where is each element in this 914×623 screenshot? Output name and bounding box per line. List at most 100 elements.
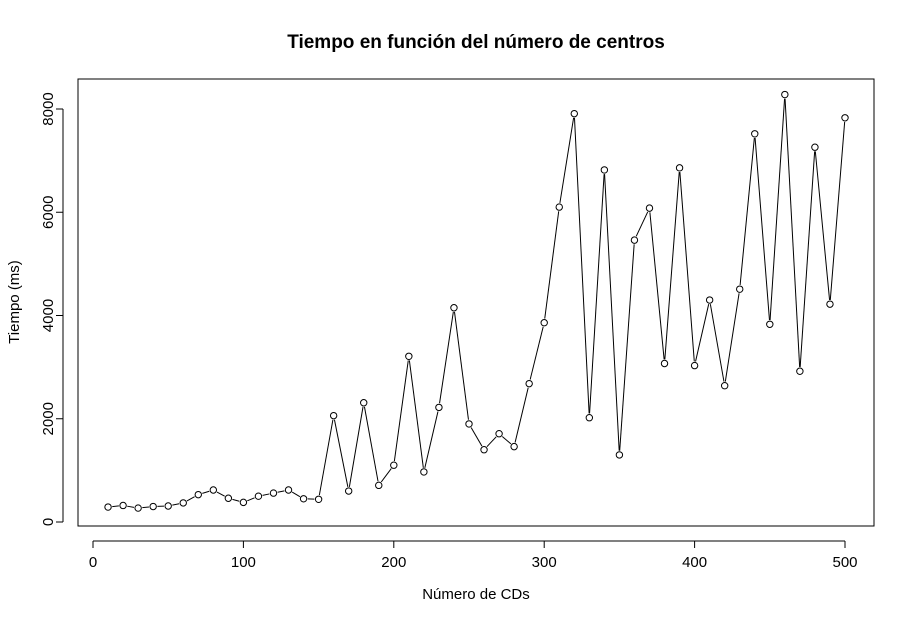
data-point <box>284 486 293 494</box>
series-segment <box>573 117 590 414</box>
series-segment <box>318 419 334 496</box>
series-segment <box>814 151 831 301</box>
series-segment <box>142 506 150 509</box>
series-segment <box>649 212 665 360</box>
data-point <box>555 203 563 211</box>
series-segment <box>408 360 424 468</box>
data-point <box>239 498 248 507</box>
data-point <box>796 367 804 375</box>
y-tick-label: 8000 <box>40 92 57 125</box>
series-segment <box>604 174 620 451</box>
x-tick-label: 0 <box>89 554 97 571</box>
data-point <box>600 166 609 174</box>
data-point <box>826 300 834 308</box>
data-point <box>720 382 729 390</box>
data-point <box>104 503 112 511</box>
data-point <box>450 304 458 312</box>
data-point <box>736 285 744 293</box>
x-tick-label: 500 <box>832 554 857 571</box>
data-point <box>375 481 383 490</box>
data-point <box>209 486 218 494</box>
y-tick-label: 4000 <box>40 299 57 332</box>
x-tick-label: 100 <box>231 554 256 571</box>
series-segment <box>424 411 439 468</box>
series-segment <box>186 496 195 502</box>
series-segment <box>470 427 483 447</box>
data-point <box>781 90 789 99</box>
series-segment <box>784 98 801 368</box>
data-point <box>119 501 127 510</box>
data-point <box>194 490 202 499</box>
plot-frame <box>77 78 875 527</box>
data-point <box>766 320 774 328</box>
series-segment <box>529 326 544 380</box>
series-segment <box>172 503 180 506</box>
data-point <box>630 236 639 244</box>
data-point <box>570 109 578 118</box>
series-segment <box>635 211 649 237</box>
data-point <box>224 494 233 502</box>
series-segment <box>348 406 364 487</box>
data-point <box>269 489 278 497</box>
series-segment <box>514 387 529 443</box>
series-segment <box>216 491 225 497</box>
data-point <box>480 446 488 454</box>
data-point <box>645 204 654 212</box>
series-segment <box>380 468 392 483</box>
series-segment <box>439 311 454 404</box>
data-point <box>435 403 443 412</box>
data-point <box>751 130 759 138</box>
data-point <box>525 379 533 388</box>
series-segment <box>393 360 409 462</box>
chart-title: Tiempo en función del número de centros <box>287 32 665 53</box>
y-tick-label: 6000 <box>40 196 57 229</box>
series-segment <box>291 491 301 498</box>
data-point <box>299 495 308 503</box>
data-point <box>585 414 594 422</box>
data-point <box>360 399 368 407</box>
data-point <box>510 442 518 451</box>
series-segment <box>454 311 469 420</box>
y-axis: 0 2000 4000 6000 8000 <box>40 92 64 526</box>
y-tick-label: 2000 <box>40 402 57 435</box>
series-segment <box>202 490 210 494</box>
data-point <box>675 164 684 172</box>
data-point <box>465 420 473 428</box>
data-point <box>705 296 714 304</box>
series-segment <box>754 137 770 321</box>
series-segment <box>247 497 255 502</box>
series-segment <box>112 505 119 508</box>
series-segment <box>829 121 846 300</box>
data-point <box>314 495 323 503</box>
series-segment <box>559 117 575 204</box>
data-point <box>405 352 413 360</box>
series-segment <box>589 174 605 414</box>
data-point <box>495 430 503 438</box>
data-point <box>164 502 172 510</box>
x-axis-label: Número de CDs <box>422 586 530 603</box>
x-tick-label: 400 <box>682 554 707 571</box>
data-point <box>134 504 142 512</box>
x-axis: 0 100 200 300 400 500 <box>89 540 858 571</box>
series-segment <box>799 151 816 368</box>
data-point <box>615 451 624 459</box>
y-axis-label: Tiempo (ms) <box>6 260 23 344</box>
series-segment <box>664 172 680 360</box>
series-segment <box>333 419 349 488</box>
data-point <box>329 411 338 420</box>
data-point <box>690 361 699 370</box>
x-tick-label: 200 <box>381 554 406 571</box>
series-segment <box>695 303 710 362</box>
data-point <box>811 143 819 151</box>
data-point <box>660 359 669 368</box>
series-segment <box>724 293 740 382</box>
data-point <box>254 492 263 500</box>
series-segment <box>619 244 635 451</box>
x-tick-label: 300 <box>532 554 557 571</box>
data-point <box>149 502 157 511</box>
data-point <box>540 319 548 327</box>
y-tick-label: 0 <box>40 518 57 526</box>
data-point <box>179 499 187 507</box>
series-segment <box>709 304 725 382</box>
